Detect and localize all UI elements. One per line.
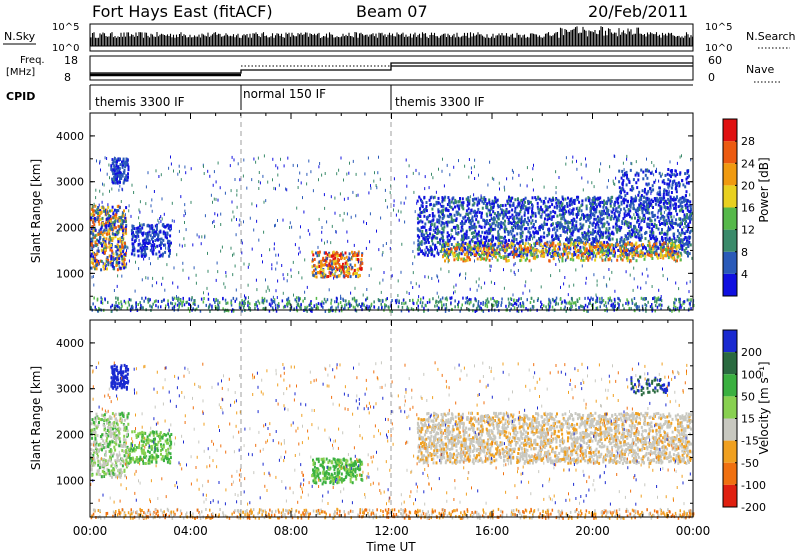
- colorbar-tick-label: -200: [741, 501, 766, 514]
- colorbar-swatch: [723, 141, 737, 164]
- freq-panel: Freq. [MHz] 18 8 60 0 Nave: [6, 54, 780, 84]
- freq-unit: [MHz]: [6, 67, 35, 78]
- velocity-colorbar-label: Velocity [m s⁻¹]: [757, 361, 771, 454]
- x-tick-label: 04:00: [173, 524, 208, 538]
- cpid-segment-2: normal 150 IF: [243, 87, 326, 101]
- colorbar-tick-label: -50: [741, 457, 759, 470]
- colorbar-swatch: [723, 374, 737, 397]
- nave-tick-60: 60: [708, 54, 722, 67]
- colorbar-swatch: [723, 396, 737, 419]
- colorbar-tick-label: 28: [741, 135, 755, 148]
- velocity-scatter: [90, 361, 695, 520]
- colorbar-swatch: [723, 207, 737, 230]
- colorbar-swatch: [723, 229, 737, 252]
- power-panel: 1000 2000 3000 4000 Slant Range [km] 4 8 12 16…: [29, 112, 771, 313]
- velocity-colorbar: 200 100 50 15 -15 -50 -100 -200: [722, 329, 766, 514]
- colorbar-tick-label: 24: [741, 157, 755, 170]
- colorbar-tick-label: -100: [741, 479, 766, 492]
- velocity-panel: 1000 2000 3000 4000 Slant Range [km] 200 100…: [29, 319, 771, 520]
- velocity-y-ticks: 1000 2000 3000 4000: [56, 337, 693, 504]
- colorbar-swatch: [723, 330, 737, 353]
- nsearch-tick-low: 10^0: [705, 43, 732, 54]
- y-tick-label: 1000: [56, 474, 84, 487]
- colorbar-tick-label: 12: [741, 224, 755, 237]
- colorbar-tick-label: 4: [741, 268, 748, 281]
- colorbar-swatch: [723, 251, 737, 274]
- y-tick-label: 2000: [56, 222, 84, 235]
- colorbar-swatch: [723, 462, 737, 485]
- station-title: Fort Hays East (fitACF): [92, 2, 273, 21]
- beam-title: Beam 07: [356, 2, 428, 21]
- nave-tick-0: 0: [708, 71, 715, 84]
- cpid-segment-3: themis 3300 IF: [395, 95, 485, 109]
- colorbar-tick-label: -15: [741, 435, 759, 448]
- nave-label: Nave: [746, 63, 774, 76]
- colorbar-tick-label: 8: [741, 246, 748, 259]
- power-y-label: Slant Range [km]: [29, 159, 43, 263]
- colorbar-swatch: [723, 163, 737, 186]
- cpid-label: CPID: [6, 90, 35, 103]
- y-tick-label: 3000: [56, 383, 84, 396]
- power-colorbar: 4 8 12 16 20 24 28: [722, 118, 755, 297]
- colorbar-tick-label: 50: [741, 390, 755, 403]
- nsky-tick-low: 10^0: [52, 43, 79, 54]
- time-axis: 00:00 04:00 08:00 12:00 16:00 20:00 00:00: [73, 113, 711, 538]
- y-tick-label: 2000: [56, 429, 84, 442]
- freq-tick-8: 8: [64, 71, 71, 84]
- freq-tick-18: 18: [64, 54, 78, 67]
- nsky-panel: N.Sky 10^5 10^0 10^5 10^0 N.Search: [3, 22, 796, 54]
- colorbar-swatch: [723, 119, 737, 142]
- power-colorbar-label: Power [dB]: [757, 157, 771, 222]
- date-title: 20/Feb/2011: [588, 2, 688, 21]
- colorbar-tick-label: 15: [741, 413, 755, 426]
- x-tick-label: 12:00: [374, 524, 409, 538]
- colorbar-tick-label: 100: [741, 368, 762, 381]
- velocity-y-label: Slant Range [km]: [29, 366, 43, 470]
- nsearch-label: N.Search: [746, 30, 796, 43]
- x-tick-label: 00:00: [676, 524, 711, 538]
- nsearch-tick-high: 10^5: [705, 22, 732, 33]
- colorbar-swatch: [723, 440, 737, 463]
- freq-label: Freq.: [20, 55, 45, 66]
- power-scatter: [90, 154, 695, 313]
- cpid-row: CPID themis 3300 IF normal 150 IF themis…: [6, 84, 693, 110]
- x-tick-label: 08:00: [274, 524, 309, 538]
- cpid-segment-1: themis 3300 IF: [95, 95, 185, 109]
- colorbar-swatch: [723, 352, 737, 375]
- nsky-label: N.Sky: [4, 30, 36, 43]
- x-tick-label: 20:00: [575, 524, 610, 538]
- x-tick-label: 16:00: [475, 524, 510, 538]
- colorbar-tick-label: 20: [741, 179, 755, 192]
- y-tick-label: 4000: [56, 337, 84, 350]
- colorbar-tick-label: 16: [741, 202, 755, 215]
- y-tick-label: 1000: [56, 267, 84, 280]
- x-tick-label: 00:00: [73, 524, 108, 538]
- nsky-bars: [90, 26, 694, 47]
- colorbar-swatch: [723, 484, 737, 507]
- y-tick-label: 3000: [56, 176, 84, 189]
- x-axis-label: Time UT: [365, 540, 416, 554]
- power-y-ticks: 1000 2000 3000 4000: [56, 130, 693, 297]
- colorbar-swatch: [723, 418, 737, 441]
- nsky-tick-high: 10^5: [52, 22, 79, 33]
- colorbar-swatch: [723, 273, 737, 296]
- colorbar-tick-label: 200: [741, 346, 762, 359]
- y-tick-label: 4000: [56, 130, 84, 143]
- colorbar-swatch: [723, 185, 737, 208]
